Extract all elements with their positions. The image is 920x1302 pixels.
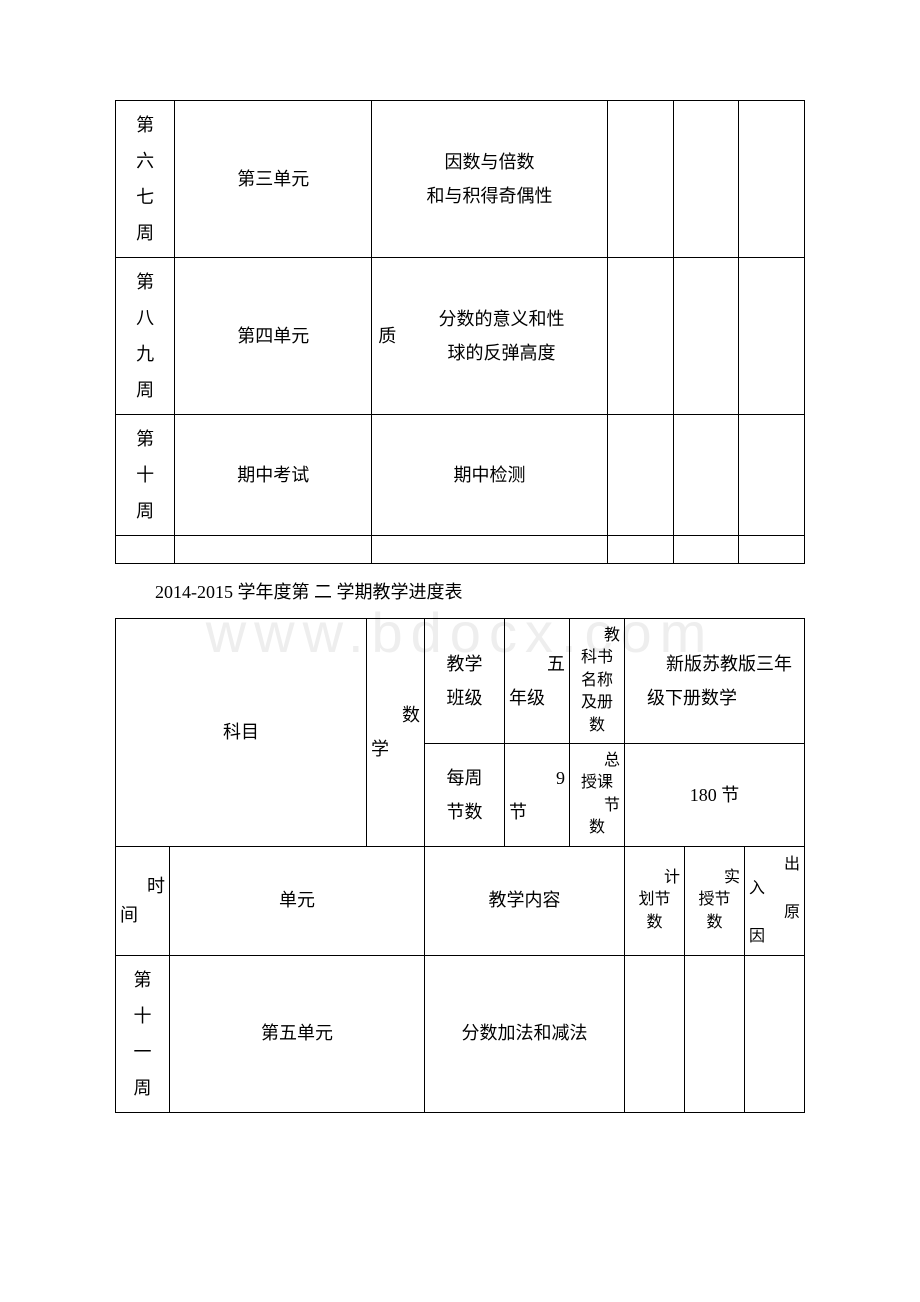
book-label: 教 科书 名称 及册 数: [570, 619, 625, 744]
total-label: 总 授课 节 数: [570, 743, 625, 846]
subject-label: 科目: [116, 619, 367, 847]
info-row: 科目 数 学 教学 班级 五 年级 教 科书 名称 及册: [116, 619, 805, 744]
empty-cell: [116, 536, 175, 564]
table-row: 第 六 七 周 第三单元 因数与倍数 和与积得奇偶性: [116, 101, 805, 258]
empty-cell: [372, 536, 608, 564]
plan-header: 计 划节 数: [625, 846, 685, 955]
week-text: 第 六 七 周: [120, 107, 170, 251]
reason-cell: [745, 955, 805, 1112]
actual-header: 实 授节 数: [685, 846, 745, 955]
unit-cell: 期中考试: [175, 415, 372, 536]
table-row: 第 十 周 期中考试 期中检测: [116, 415, 805, 536]
week-cell: 第 八 九 周: [116, 258, 175, 415]
content-cell: 分数加法和减法: [425, 955, 625, 1112]
empty-cell: [175, 536, 372, 564]
reason-cell: [739, 258, 805, 415]
page-title: 2014-2015 学年度第 二 学期教学进度表: [115, 564, 805, 618]
unit-cell: 第三单元: [175, 101, 372, 258]
actual-cell: [673, 415, 739, 536]
content-line: 因数与倍数: [376, 145, 603, 179]
total-value: 180 节: [625, 743, 805, 846]
content-line: 球的反弹高度: [400, 336, 603, 370]
week-cell: 第 六 七 周: [116, 101, 175, 258]
actual-cell: [673, 258, 739, 415]
empty-cell: [739, 536, 805, 564]
book-value: 新版苏教版三年 级下册数学: [625, 619, 805, 744]
week-cell: 第 十 一 周: [116, 955, 170, 1112]
week-text: 第 八 九 周: [120, 264, 170, 408]
empty-cell: [607, 536, 673, 564]
plan-cell: [607, 258, 673, 415]
content-line: 和与积得奇偶性: [376, 179, 603, 213]
actual-cell: [685, 955, 745, 1112]
reason-header: 出 入 原 因: [745, 846, 805, 955]
table-row: 第 八 九 周 第四单元 质 分数的意义和性 球的反弹高度: [116, 258, 805, 415]
content-header: 教学内容: [425, 846, 625, 955]
content-cell: 因数与倍数 和与积得奇偶性: [372, 101, 608, 258]
plan-cell: [625, 955, 685, 1112]
week-text: 第 十 周: [120, 421, 170, 529]
header-row: 时 间 单元 教学内容 计 划节 数 实 授节 数 出 入 原: [116, 846, 805, 955]
content-cell: 质 分数的意义和性 球的反弹高度: [372, 258, 608, 415]
table-row-empty: [116, 536, 805, 564]
table-row: 第 十 一 周 第五单元 分数加法和减法: [116, 955, 805, 1112]
empty-cell: [673, 536, 739, 564]
unit-cell: 第五单元: [170, 955, 425, 1112]
class-label: 教学 班级: [425, 619, 505, 744]
schedule-table-bottom: 科目 数 学 教学 班级 五 年级 教 科书 名称 及册: [115, 618, 805, 1113]
perweek-value: 9 节: [505, 743, 570, 846]
actual-cell: [673, 101, 739, 258]
plan-cell: [607, 415, 673, 536]
class-value: 五 年级: [505, 619, 570, 744]
schedule-table-top: 第 六 七 周 第三单元 因数与倍数 和与积得奇偶性 第 八 九 周 第四单元: [115, 100, 805, 564]
content-cell: 期中检测: [372, 415, 608, 536]
plan-cell: [607, 101, 673, 258]
subject-value: 数 学: [367, 619, 425, 847]
unit-cell: 第四单元: [175, 258, 372, 415]
reason-cell: [739, 101, 805, 258]
content-prefix: 质: [378, 319, 400, 353]
content-line: 分数的意义和性: [400, 302, 603, 336]
reason-cell: [739, 415, 805, 536]
unit-header: 单元: [170, 846, 425, 955]
time-header: 时 间: [116, 846, 170, 955]
week-cell: 第 十 周: [116, 415, 175, 536]
perweek-label: 每周 节数: [425, 743, 505, 846]
